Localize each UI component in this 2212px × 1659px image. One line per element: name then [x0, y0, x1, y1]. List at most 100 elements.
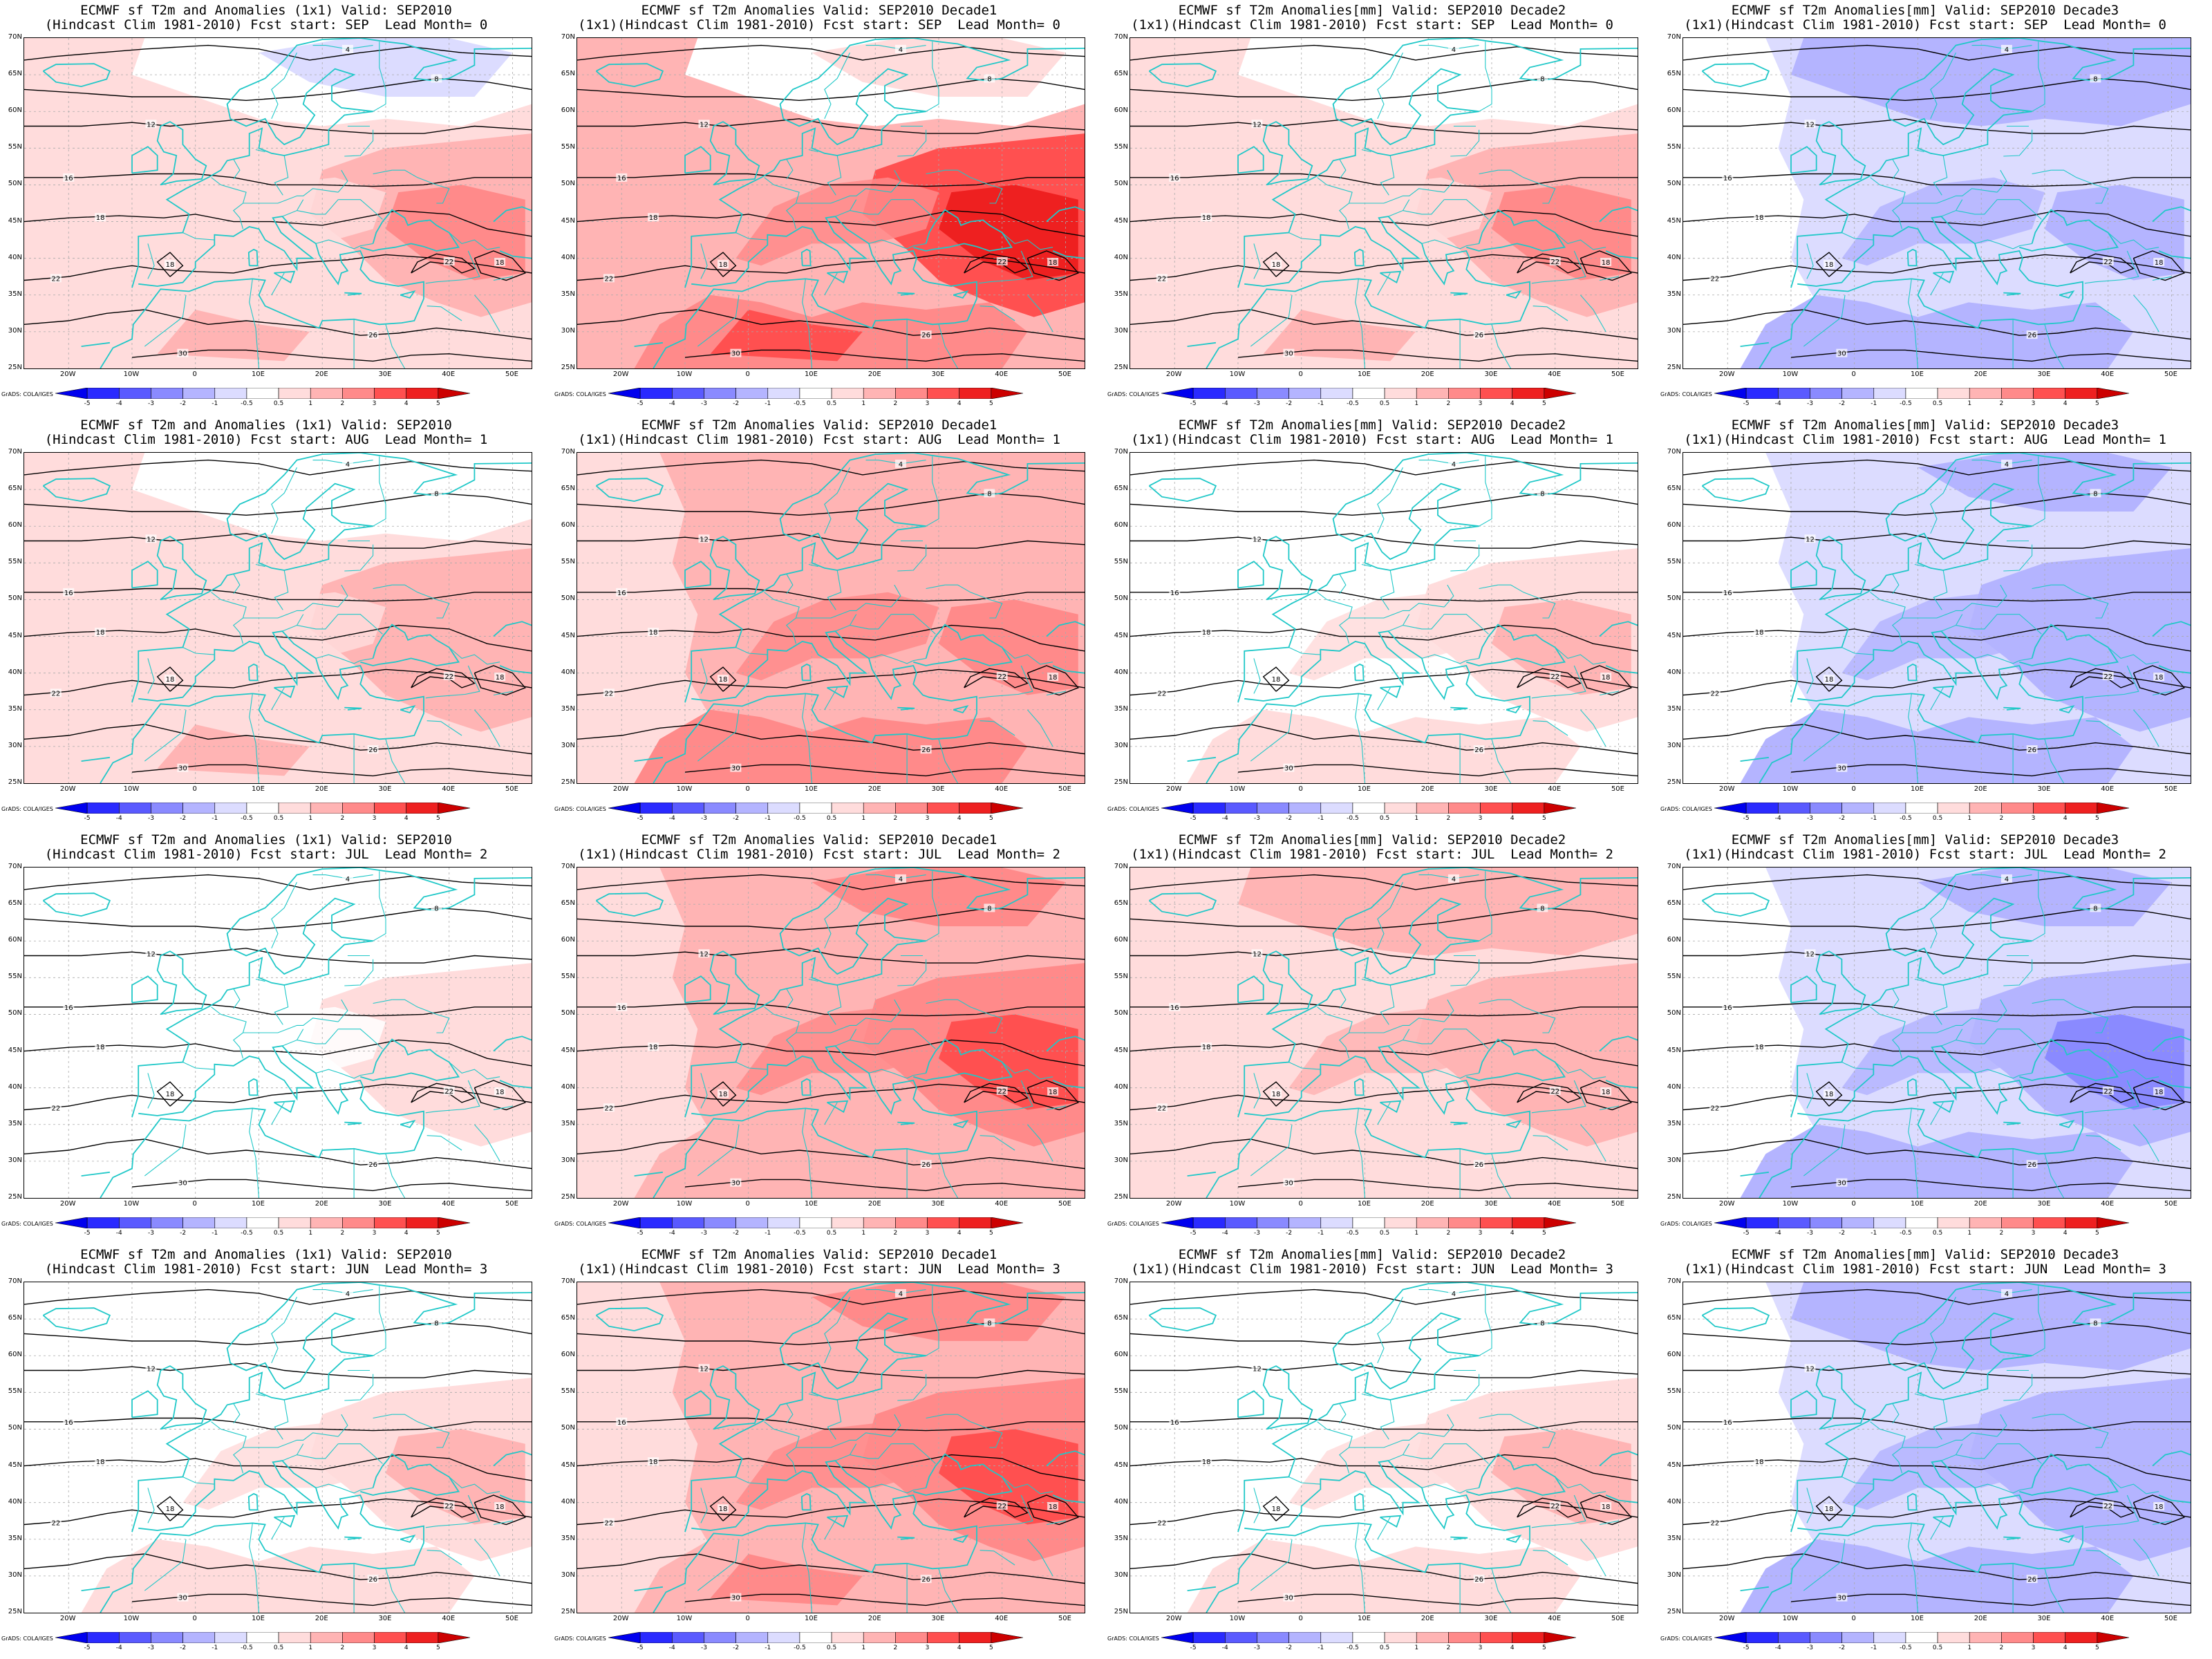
- border-line: [312, 874, 373, 879]
- colorbar-segment: [1745, 803, 1779, 814]
- contour-label: 18: [719, 676, 728, 684]
- coastline: [1815, 536, 1866, 601]
- anomaly-region-c: [1841, 177, 2045, 266]
- longitude-label: 50E: [1058, 785, 1071, 793]
- colorbar-label: 0.5: [1379, 815, 1390, 822]
- colorbar-segment: [1841, 388, 1875, 399]
- anomaly-core-e: [2045, 1014, 2184, 1110]
- colorbar-label: 5: [988, 1230, 993, 1237]
- contour-label-bg: [1251, 1364, 1263, 1373]
- border-line: [764, 177, 800, 229]
- border-line: [890, 584, 901, 608]
- coastline: [1237, 146, 1264, 174]
- border-line: [274, 1399, 289, 1440]
- coastline: [2152, 206, 2191, 223]
- contour-label: 30: [1284, 1595, 1293, 1602]
- coastline: [1206, 216, 1530, 368]
- climatology-contour: [1130, 1138, 1638, 1170]
- contour-label-bg: [2090, 74, 2101, 83]
- border-line: [493, 1105, 513, 1111]
- border-line: [344, 959, 374, 986]
- longitude-label: 40E: [1548, 1615, 1562, 1622]
- colorbar-segment: [1480, 1632, 1512, 1643]
- colorbar-label: 3: [925, 1230, 930, 1237]
- border-line: [1380, 155, 1395, 196]
- colorbar-segment: [438, 1217, 470, 1228]
- latitude-label: 60N: [8, 936, 22, 944]
- colorbar-label: 2: [340, 1230, 345, 1237]
- colorbar-segment: [704, 1632, 736, 1643]
- climatology-contour: [1790, 349, 2191, 362]
- contour-label: 22: [997, 259, 1006, 266]
- border-line: [2108, 1062, 2159, 1080]
- colorbar-label: -1: [212, 1644, 218, 1651]
- panel-subtitle: (1x1)(Hindcast Clim 1981-2010) Fcst star…: [1684, 847, 2166, 862]
- panel-title: ECMWF sf T2m Anomalies[mm] Valid: SEP201…: [1731, 1247, 2119, 1262]
- coastline: [1605, 1494, 1638, 1503]
- contour-label: 26: [1474, 332, 1483, 339]
- border-line: [978, 1080, 1033, 1114]
- colorbar: [1714, 803, 2129, 814]
- colorbar-segment: [1416, 388, 1449, 399]
- colorbar-segment: [1512, 1217, 1545, 1228]
- colorbar-segment: [1225, 388, 1257, 399]
- colorbar-label: -5: [1743, 400, 1750, 407]
- climatology-contour: [1790, 1593, 2191, 1606]
- border-line: [2108, 647, 2159, 665]
- contour-label-bg: [443, 671, 455, 680]
- border-line: [271, 1102, 285, 1125]
- contour-label: 26: [1474, 1576, 1483, 1584]
- colorbar-label: 5: [435, 815, 440, 822]
- contour-label: 18: [649, 629, 658, 637]
- coastline: [81, 1171, 111, 1177]
- colorbar-segment: [1352, 1217, 1385, 1228]
- latitude-label: 45N: [1114, 631, 1128, 639]
- climatology-contour: [1517, 1497, 1582, 1518]
- latitude-label: 30N: [1114, 741, 1128, 749]
- latitude-label: 70N: [8, 33, 22, 41]
- contour-label-bg: [894, 459, 906, 468]
- colorbar-label: 2: [1446, 1644, 1451, 1651]
- longitude-label: 20E: [1421, 1615, 1434, 1622]
- contour-label: 12: [147, 121, 156, 129]
- longitude-label: 10E: [251, 1615, 265, 1622]
- colorbar-label: 4: [2063, 1230, 2068, 1237]
- border-line: [271, 467, 297, 534]
- latitude-label: 30N: [8, 1571, 22, 1579]
- colorbar-segment: [1937, 803, 1970, 814]
- contour-label: 26: [368, 747, 377, 754]
- colorbar-segment: [438, 1632, 470, 1643]
- climatology-contour: [577, 907, 1085, 931]
- coastline: [1237, 38, 1638, 288]
- colorbar-label: 5: [1541, 400, 1546, 407]
- latitude-label: 40N: [8, 1082, 22, 1091]
- border-line: [1421, 1483, 1479, 1494]
- anomaly-region-w: [1130, 38, 1264, 368]
- latitude-label: 35N: [561, 704, 575, 713]
- anomaly-region-c: [1288, 592, 1492, 681]
- border-line: [2084, 665, 2139, 699]
- climatology-contour: [1683, 209, 2191, 237]
- border-line: [945, 584, 1003, 619]
- border-line: [493, 1520, 513, 1526]
- colorbar-segment: [1810, 388, 1842, 399]
- border-line: [1377, 1102, 1391, 1125]
- colorbar-segment: [55, 1632, 88, 1643]
- border-line: [337, 584, 348, 608]
- border-line: [1930, 1517, 1944, 1540]
- colorbar-label: -3: [1806, 815, 1813, 822]
- latitude-label: 35N: [1114, 1119, 1128, 1127]
- coastline: [1599, 1035, 1638, 1052]
- contour-label-bg: [984, 903, 995, 912]
- colorbar-segment: [374, 1217, 406, 1228]
- climatology-contour: [24, 492, 532, 516]
- colorbar-segment: [831, 1632, 864, 1643]
- border-line: [700, 658, 708, 694]
- longitude-label: 50E: [2164, 371, 2177, 378]
- border-line: [392, 584, 450, 619]
- colorbar-segment: [959, 1217, 992, 1228]
- border-line: [1288, 1062, 1321, 1070]
- border-line: [1971, 1289, 2032, 1294]
- border-line: [1027, 1539, 1053, 1577]
